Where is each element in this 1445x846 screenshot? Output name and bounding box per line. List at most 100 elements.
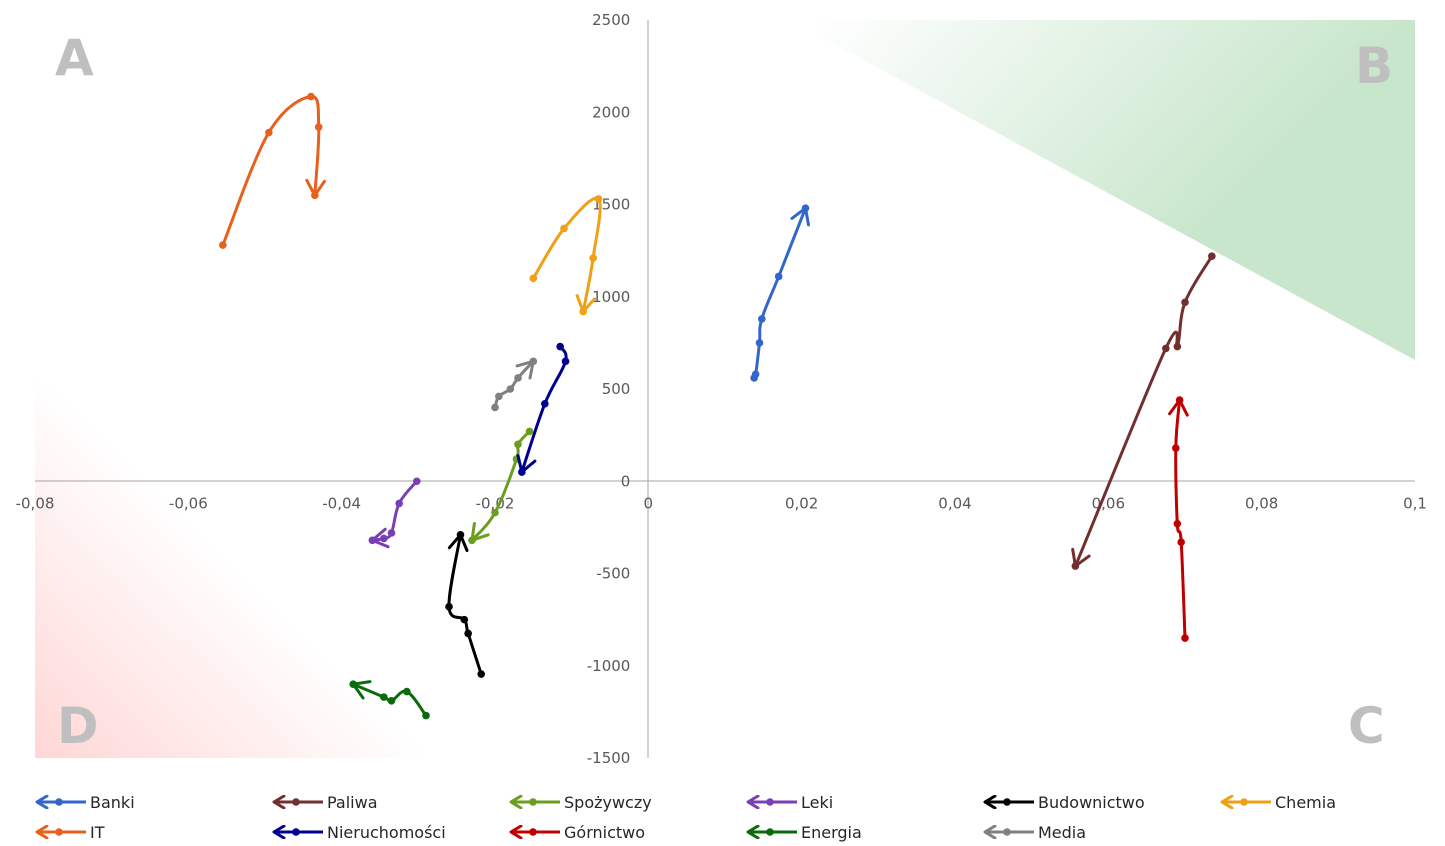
data-point [1173,342,1182,351]
series-line [493,359,535,409]
data-point [561,357,570,366]
legend-item: Banki [30,788,135,816]
data-point [495,392,503,401]
legend-swatch [272,825,323,839]
data-point [525,427,534,436]
x-tick-label: 0,1 [1403,494,1427,512]
data-point [1177,538,1185,546]
quadrant-b-shading [790,20,1415,360]
data-point [529,274,538,283]
scatter-chart: A B C D -0,08 -0,06 -0,04 -0,02 0 0,02 0,04 0,0… [16,11,1427,767]
x-tick-label: -0,08 [16,494,55,512]
legend-item: IT [30,818,105,846]
legend-label: Górnictwo [564,822,646,842]
data-point [395,499,403,508]
legend-swatch [35,795,86,809]
legend-label: Spożywczy [564,792,652,812]
series-4 [445,530,486,678]
data-point [464,629,472,638]
data-point [413,477,421,486]
legend-swatch [272,795,323,809]
data-point [514,440,522,449]
series-arrowhead [515,359,535,380]
series-line [531,196,602,313]
legend-item: Górnictwo [504,818,645,846]
series-arrowhead [351,680,372,700]
series-0 [750,204,810,382]
data-point [514,374,522,382]
legend-swatch [509,825,560,839]
series-line [221,95,321,247]
data-point [380,693,388,701]
data-point [219,241,227,249]
data-point [1162,344,1170,353]
series-arrowhead [575,294,597,313]
legend-swatch [1220,795,1271,809]
series-arrowhead [370,527,390,549]
x-tick-label: 0 [644,494,654,512]
x-tick-label: 0,02 [785,494,818,512]
y-tick-label: 2000 [592,103,630,121]
legend-item: Leki [741,788,833,816]
y-tick-label: 500 [602,380,631,398]
legend-swatch [509,795,560,809]
data-point [1181,634,1189,642]
legend-label: Paliwa [327,792,378,812]
series-7 [516,342,570,476]
legend-item: Budownictwo [978,788,1145,816]
quadrant-label-c: C [1348,697,1385,755]
series-line [1073,254,1214,568]
series-arrowhead [305,178,326,197]
data-point [1172,444,1180,452]
data-point [594,195,603,203]
x-tick-label: -0,04 [322,494,361,512]
data-point [1208,252,1216,260]
x-tick-label: 0,04 [938,494,971,512]
quadrant-d-shading [35,380,730,758]
data-point [506,385,515,393]
data-point [387,697,396,705]
series-3 [368,477,421,549]
data-point [556,342,564,351]
legend-label: Energia [801,822,862,842]
series-arrowhead [516,454,537,474]
series-line [520,345,568,474]
series-arrowhead [790,206,810,227]
y-tick-label: 2500 [592,11,630,29]
legend-label: Media [1038,822,1087,842]
y-tick-label: -500 [596,565,630,583]
legend-label: IT [90,822,105,842]
legend-item: Chemia [1215,788,1336,816]
x-tick-label: 0,06 [1092,494,1125,512]
data-point [755,339,764,347]
data-point [589,254,597,262]
data-point [445,602,453,611]
legend-label: Banki [90,792,135,812]
series-arrowhead [447,533,469,552]
series-5 [529,195,603,316]
series-9 [349,680,430,720]
quadrant-label-b: B [1355,37,1393,95]
y-tick-label: -1000 [587,657,631,675]
legend-item: Spożywczy [504,788,652,816]
legend-label: Leki [801,792,834,812]
data-point [422,711,430,720]
y-tick-label: 0 [621,472,631,490]
series-line [752,206,807,380]
data-point [265,128,273,137]
data-point [314,123,323,131]
series-2 [468,427,534,545]
series-line [1174,398,1187,640]
quadrant-label-d: D [57,697,99,755]
data-point [491,508,499,517]
legend-label: Chemia [1275,792,1336,812]
series-1 [1071,252,1216,570]
legend-item: Paliwa [267,788,378,816]
x-tick-label: -0,02 [476,494,515,512]
data-point [460,615,469,624]
legend-item: Nieruchomości [267,818,446,846]
data-point [307,92,315,101]
legend-label: Budownictwo [1038,792,1145,812]
legend-item: Media [978,818,1086,846]
x-tick-labels: -0,08 -0,06 -0,04 -0,02 0 0,02 0,04 0,06 0,08 0,1 [16,494,1427,512]
